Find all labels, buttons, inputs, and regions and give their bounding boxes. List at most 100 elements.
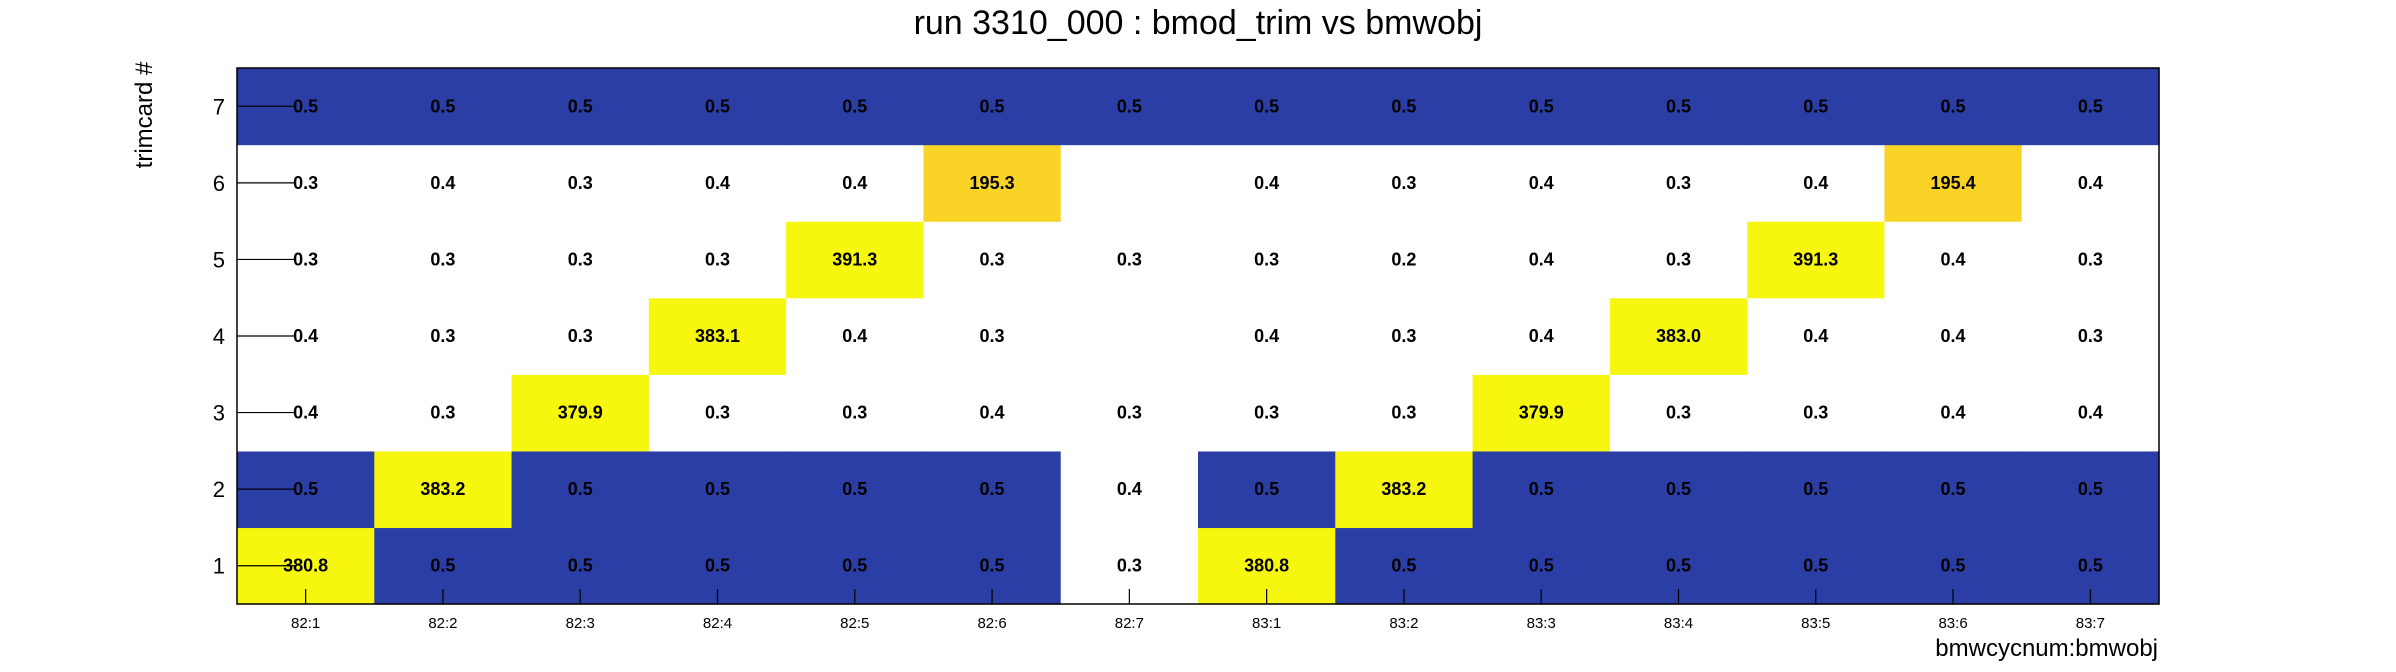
- cell-value-label: 0.4: [1803, 326, 1828, 346]
- cell-value-label: 0.4: [2078, 403, 2103, 423]
- heatmap-cell: [1472, 144, 1611, 222]
- heatmap-cell: [786, 374, 925, 452]
- heatmap-cell: [923, 221, 1062, 299]
- cell-value-label: 0.5: [2078, 479, 2103, 499]
- heatmap-cell: [1198, 297, 1336, 375]
- heatmap-cell: [648, 144, 787, 222]
- heatmap-cell: [648, 297, 787, 375]
- heatmap-cell: [923, 450, 1062, 529]
- cell-value-label: 0.3: [1666, 403, 1691, 423]
- cell-value-label: 0.4: [705, 173, 730, 193]
- heatmap-cell: [1060, 374, 1199, 452]
- cell-value-label: 0.5: [1391, 96, 1416, 116]
- cell-value-label: 0.5: [1803, 96, 1828, 116]
- heatmap-cell: [374, 297, 513, 375]
- cell-value-label: 0.5: [842, 479, 867, 499]
- cell-value-label: 0.5: [1941, 479, 1966, 499]
- cell-value-label: 0.5: [430, 96, 455, 116]
- cell-value-label: 0.4: [1941, 403, 1966, 423]
- cell-value-label: 391.3: [1793, 249, 1838, 269]
- cell-value-label: 0.4: [293, 326, 318, 346]
- x-tick-label: 83:5: [1801, 615, 1830, 632]
- cell-value-label: 0.4: [980, 403, 1005, 423]
- cell-value-label: 0.4: [1254, 173, 1279, 193]
- heatmap-cell: [1747, 450, 1886, 529]
- cell-value-label: 0.5: [1941, 556, 1966, 576]
- cell-value-label: 0.3: [705, 403, 730, 423]
- heatmap-cell: [1060, 68, 1199, 146]
- heatmap-cell: [1472, 68, 1611, 146]
- x-tick-label: 83:3: [1527, 615, 1556, 632]
- heatmap-cell: [1335, 221, 1474, 299]
- chart-title: run 3310_000 : bmod_trim vs bmwobj: [914, 4, 1483, 42]
- cell-value-label: 0.5: [293, 96, 318, 116]
- x-tick-label: 83:2: [1389, 615, 1418, 632]
- heatmap-cell: [2021, 374, 2160, 452]
- x-tick-label: 82:5: [840, 615, 869, 632]
- cell-value-label: 0.5: [568, 96, 593, 116]
- heatmap-cell: [2021, 144, 2160, 222]
- cell-value-label: 0.3: [1391, 173, 1416, 193]
- heatmap-cell: [374, 374, 513, 452]
- cell-value-label: 0.3: [568, 173, 593, 193]
- heatmap-cell: [1747, 297, 1886, 375]
- cell-value-label: 0.5: [1254, 96, 1279, 116]
- cell-value-label: 0.3: [2078, 326, 2103, 346]
- x-tick-label: 82:3: [566, 615, 595, 632]
- cell-value-label: 0.4: [842, 173, 867, 193]
- heatmap-cell: [511, 221, 650, 299]
- cell-value-label: 383.2: [1381, 479, 1426, 499]
- cell-value-label: 0.2: [1391, 249, 1416, 269]
- heatmap-cell: [648, 68, 787, 146]
- cell-value-label: 0.5: [705, 556, 730, 576]
- y-tick-label: 6: [213, 171, 225, 196]
- cell-value-label: 0.5: [980, 479, 1005, 499]
- cell-value-label: 0.3: [1391, 403, 1416, 423]
- heatmap-cell: [1609, 144, 1748, 222]
- heatmap-cell: [1747, 68, 1886, 146]
- cell-value-label: 0.5: [1529, 479, 1554, 499]
- heatmap-cell: [1335, 68, 1474, 146]
- heatmap-cell: [1884, 374, 2023, 452]
- heatmap-cell: [2021, 450, 2160, 529]
- cell-value-label: 0.5: [1529, 96, 1554, 116]
- cell-value-label: 0.5: [1941, 96, 1966, 116]
- heatmap-cell: [1884, 450, 2023, 529]
- cell-value-label: 0.5: [1803, 556, 1828, 576]
- heatmap-cell: [923, 374, 1062, 452]
- heatmap-cell: [1472, 374, 1611, 452]
- heatmap-cell: [1609, 221, 1748, 299]
- cell-value-label: 195.3: [970, 173, 1015, 193]
- heatmap-cell: [1198, 450, 1336, 529]
- heatmap-cell: [511, 297, 650, 375]
- heatmap-cell: [786, 297, 925, 375]
- heatmap-cell: [1335, 374, 1474, 452]
- heatmap-cell: [648, 450, 787, 529]
- heatmap-cell: [923, 297, 1062, 375]
- cell-value-label: 0.5: [293, 479, 318, 499]
- x-tick-label: 82:7: [1115, 615, 1144, 632]
- heatmap-cell: [511, 374, 650, 452]
- cell-value-label: 0.5: [980, 556, 1005, 576]
- cell-value-label: 380.8: [1244, 556, 1289, 576]
- heatmap-cell: [2021, 297, 2160, 375]
- heatmap-cell: [1609, 297, 1748, 375]
- cell-value-label: 0.5: [705, 479, 730, 499]
- cell-value-label: 0.4: [1529, 173, 1554, 193]
- cell-value-label: 0.5: [1666, 96, 1691, 116]
- cell-value-label: 383.0: [1656, 326, 1701, 346]
- heatmap-cell: [1472, 221, 1611, 299]
- heatmap-cell: [648, 221, 787, 299]
- heatmap-cell: [1884, 144, 2023, 222]
- cell-value-label: 0.3: [2078, 249, 2103, 269]
- heatmap-cell: [1884, 68, 2023, 146]
- cell-value-label: 0.4: [1941, 249, 1966, 269]
- cell-value-label: 0.3: [1803, 403, 1828, 423]
- x-tick-label: 83:1: [1252, 615, 1281, 632]
- heatmap-cell: [1472, 297, 1611, 375]
- heatmap-cell: [1335, 450, 1474, 529]
- cell-value-label: 379.9: [1519, 403, 1564, 423]
- cell-value-label: 0.5: [842, 556, 867, 576]
- cell-value-label: 0.5: [705, 96, 730, 116]
